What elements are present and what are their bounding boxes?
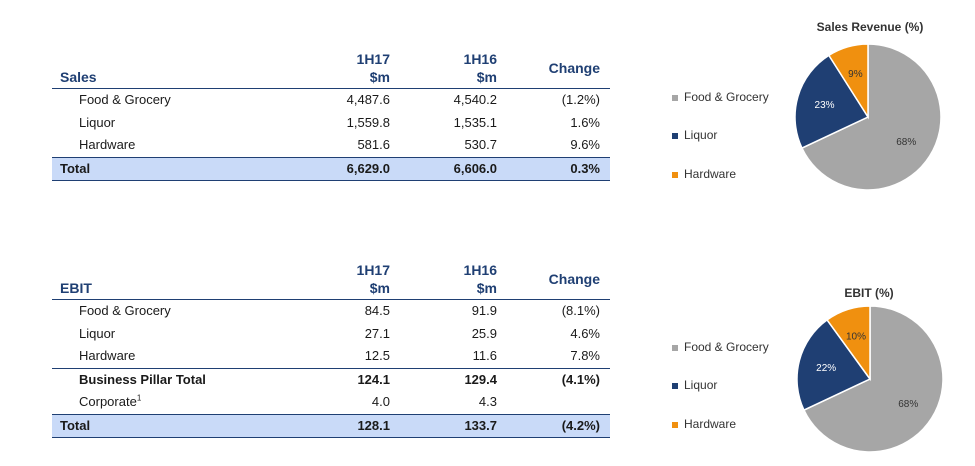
table-row: Liquor 1,559.8 1,535.1 1.6% (79, 114, 600, 130)
table-row: Food & Grocery 84.5 91.9 (8.1%) (79, 303, 600, 318)
legend-swatch (672, 382, 678, 389)
ebit-pie: 68% 22% 10% (796, 305, 944, 453)
footnote-marker: 1 (136, 393, 142, 403)
legend-item-food-grocery: Food & Grocery (672, 340, 769, 354)
pie-slice-hardware (826, 305, 871, 382)
pie-data-label-liquor: 22% (816, 363, 836, 374)
sales-table-title: Sales (52, 50, 252, 89)
ebit-pillar-total-row: Business Pillar Total 124.1 129.4 (4.1%) (52, 367, 610, 391)
table-row: Food & Grocery 4,487.6 4,540.2 (1.2%) (79, 92, 600, 107)
pie-slice-hardware (827, 43, 869, 120)
table-row: Liquor 27.1 25.9 4.6% (79, 325, 600, 341)
ebit-header-row: EBIT 1H17 $m 1H16 $m Change (52, 261, 610, 300)
legend-item-hardware: Hardware (672, 417, 736, 431)
pie-slice-liquor (796, 318, 872, 412)
pie-data-label-hardware: 10% (846, 331, 866, 342)
legend-item-food-grocery: Food & Grocery (672, 90, 769, 104)
ebit-pie-title: EBIT (%) (844, 286, 894, 300)
sales-table: Sales 1H17 $m 1H16 $m Change Food & Grocer… (52, 50, 610, 181)
sales-total-row: Total 6,629.0 6,606.0 0.3% (52, 156, 610, 181)
legend-item-liquor: Liquor (672, 128, 717, 142)
pie-data-label-food-grocery: 68% (898, 399, 918, 410)
ebit-table-title: EBIT (52, 261, 252, 300)
sales-pie-legend: Food & Grocery Liquor Hardware (672, 90, 802, 190)
legend-swatch (672, 421, 678, 428)
ebit-col-1h16: 1H16 $m (390, 261, 497, 300)
legend-item-hardware: Hardware (672, 167, 736, 181)
legend-swatch (672, 132, 678, 139)
sales-pie-title: Sales Revenue (%) (816, 20, 924, 34)
sales-col-1h16: 1H16 $m (390, 50, 497, 89)
ebit-total-row: Total 128.1 133.7 (4.2%) (52, 413, 610, 438)
pie-data-label-liquor: 23% (815, 100, 835, 111)
legend-item-liquor: Liquor (672, 378, 717, 392)
legend-swatch (672, 344, 678, 351)
sales-col-change: Change (497, 50, 610, 89)
sales-revenue-pie: 68% 23% 9% (794, 43, 942, 191)
pie-slice-food-grocery (800, 43, 942, 191)
table-row: Hardware 581.6 530.7 9.6% (79, 137, 600, 152)
ebit-col-change: Change (497, 261, 610, 300)
legend-swatch (672, 171, 678, 178)
pie-data-label-hardware: 9% (848, 69, 863, 80)
ebit-col-1h17: 1H17 $m (252, 261, 390, 300)
pie-slice-liquor (794, 54, 870, 150)
pie-data-label-food-grocery: 68% (896, 137, 916, 148)
ebit-pie-legend: Food & Grocery Liquor Hardware (672, 340, 802, 440)
ebit-table: EBIT 1H17 $m 1H16 $m Change Food & Grocery… (52, 261, 610, 438)
pie-slice-food-grocery (802, 305, 944, 453)
ebit-corporate-row: Corporate1 4.0 4.3 (79, 393, 497, 409)
legend-swatch (672, 94, 678, 101)
sales-header-row: Sales 1H17 $m 1H16 $m Change (52, 50, 610, 89)
sales-col-1h17: 1H17 $m (252, 50, 390, 89)
table-row: Hardware 12.5 11.6 7.8% (79, 348, 600, 363)
